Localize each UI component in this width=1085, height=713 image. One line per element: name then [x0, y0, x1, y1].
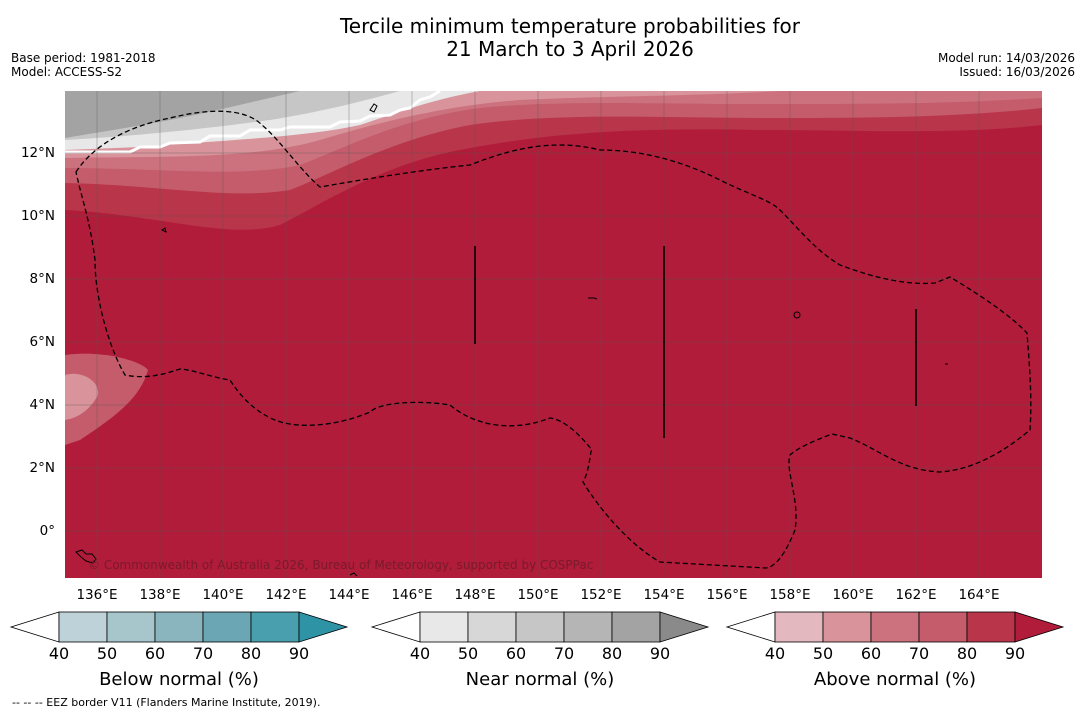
above-normal-tick: 90	[1004, 644, 1026, 663]
near-normal-tick: 80	[601, 644, 623, 663]
above-normal-tick: 60	[860, 644, 882, 663]
colorbar-below-normal	[9, 611, 349, 643]
model-name: Model: ACCESS-S2	[11, 65, 123, 79]
near-normal-tick: 50	[457, 644, 479, 663]
x-tick-label: 150°E	[517, 587, 559, 603]
below-normal-tick: 70	[192, 644, 214, 663]
base-period: Base period: 1981-2018	[11, 51, 156, 65]
colorbar-near-normal	[370, 611, 710, 643]
y-tick-label: 6°N	[29, 334, 55, 350]
x-tick-label: 138°E	[139, 587, 181, 603]
below-normal-tick: 80	[240, 644, 262, 663]
eez-border-west	[75, 110, 1032, 569]
x-tick-label: 162°E	[895, 587, 937, 603]
model-run: Model run: 14/03/2026	[937, 51, 1075, 65]
x-tick-label: 160°E	[832, 587, 874, 603]
below-normal-tick: 90	[288, 644, 310, 663]
near-normal-tick: 90	[649, 644, 671, 663]
below-normal-label: Below normal (%)	[99, 669, 259, 690]
x-tick-label: 152°E	[580, 587, 622, 603]
map-area	[65, 91, 1042, 578]
near-normal-80	[65, 91, 300, 138]
y-tick-label: 10°N	[20, 208, 55, 224]
near-normal-tick: 70	[553, 644, 575, 663]
near-normal-tick: 40	[409, 644, 431, 663]
above-normal-tick: 80	[956, 644, 978, 663]
above-normal-left-patch-60	[65, 373, 99, 420]
x-tick-label: 154°E	[643, 587, 685, 603]
x-tick-label: 156°E	[706, 587, 748, 603]
above-normal-tick: 40	[764, 644, 786, 663]
x-tick-label: 142°E	[265, 587, 307, 603]
x-tick-label: 146°E	[391, 587, 433, 603]
y-tick-label: 2°N	[29, 460, 55, 476]
copyright-text: © Commonwealth of Australia 2026, Bureau…	[88, 558, 594, 572]
eez-footnote: -- -- -- EEZ border V11 (Flanders Marine…	[12, 696, 321, 709]
x-tick-label: 164°E	[958, 587, 1000, 603]
below-normal-tick: 40	[48, 644, 70, 663]
near-normal-tick: 60	[505, 644, 527, 663]
x-tick-label: 140°E	[202, 587, 244, 603]
above-normal-tick: 50	[812, 644, 834, 663]
data-boundary-line	[65, 91, 441, 154]
title-line-1: Tercile minimum temperature probabilitie…	[339, 14, 801, 38]
x-tick-label: 158°E	[769, 587, 811, 603]
x-tick-label: 144°E	[328, 587, 370, 603]
y-tick-label: 4°N	[29, 397, 55, 413]
above-normal-label: Above normal (%)	[813, 669, 977, 690]
y-tick-label: 12°N	[20, 145, 55, 161]
below-normal-tick: 60	[144, 644, 166, 663]
title-line-2: 21 March to 3 April 2026	[446, 37, 694, 61]
meridian-markers	[474, 246, 917, 438]
x-tick-label: 136°E	[76, 587, 118, 603]
islands	[75, 103, 948, 577]
x-tick-label: 148°E	[454, 587, 496, 603]
y-tick-label: 8°N	[29, 271, 55, 287]
above-normal-tick: 70	[908, 644, 930, 663]
y-tick-label: 0°	[39, 523, 55, 539]
near-normal-label: Near normal (%)	[465, 669, 615, 690]
colorbar-above-normal	[725, 611, 1065, 643]
issued-date: Issued: 16/03/2026	[959, 65, 1075, 79]
below-normal-tick: 50	[96, 644, 118, 663]
